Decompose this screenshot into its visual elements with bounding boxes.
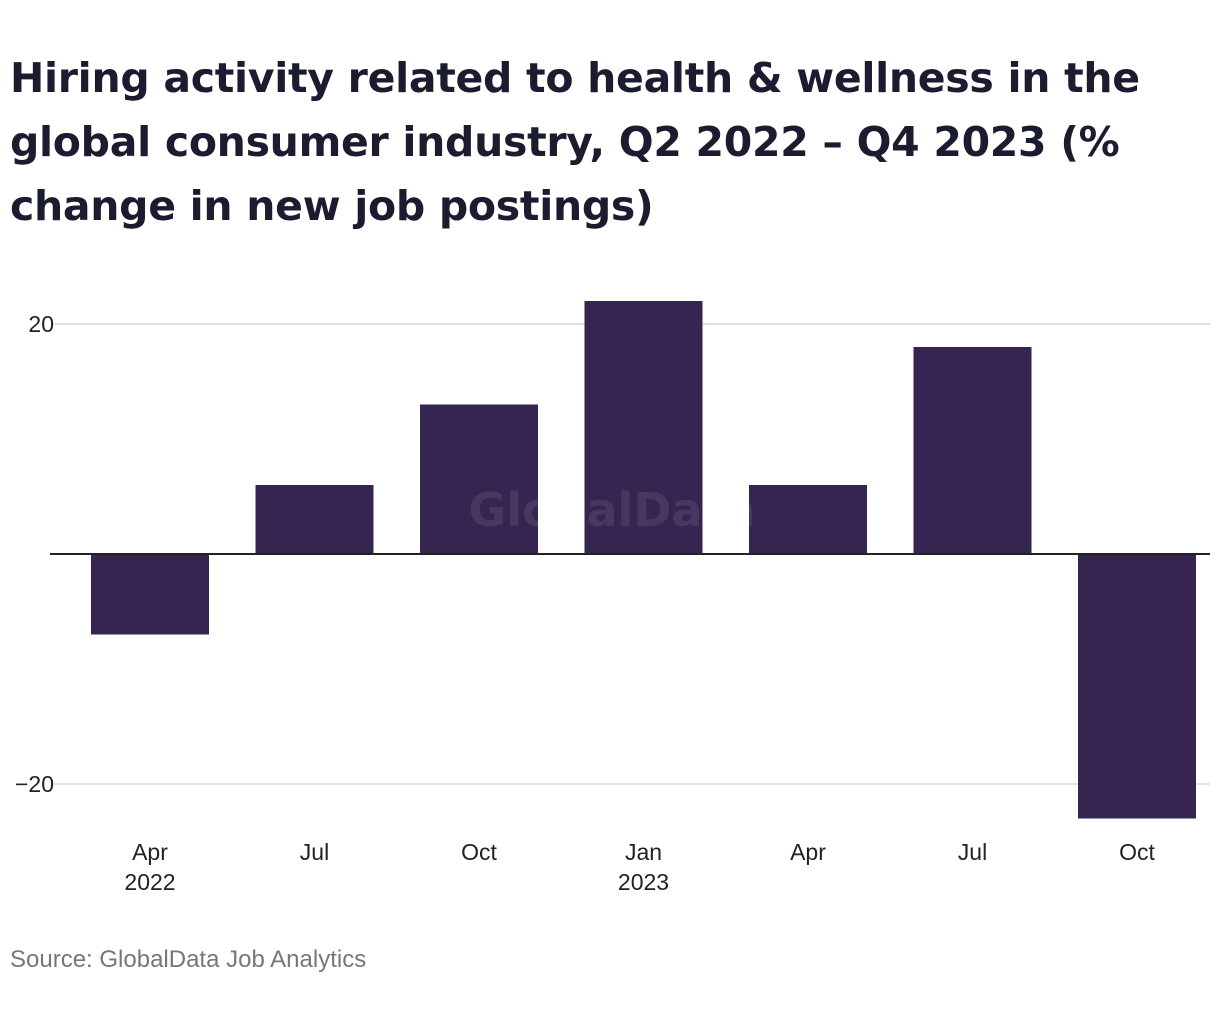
y-axis-ticks: 20 −20 <box>15 311 54 797</box>
x-tick-label: Jan 2023 <box>618 839 669 895</box>
x-tick-label: Apr 2022 <box>124 839 175 895</box>
bar <box>91 554 209 635</box>
bar <box>1078 554 1196 819</box>
y-tick-label: −20 <box>15 771 54 797</box>
source-note: Source: GlobalData Job Analytics <box>10 946 367 973</box>
x-tick-label: Jul <box>300 839 329 865</box>
x-tick-label: Jul <box>958 839 987 865</box>
x-axis-ticks: Apr 2022 Jul Oct Jan 2023 Apr Jul Oct <box>124 839 1155 895</box>
chart-title: Hiring activity related to health & well… <box>10 54 1140 230</box>
x-tick-label: Apr <box>790 839 826 865</box>
y-tick-label: 20 <box>28 311 54 337</box>
x-tick-label: Oct <box>1119 839 1155 865</box>
bar <box>420 404 538 554</box>
bars <box>91 301 1196 819</box>
bar <box>749 485 867 554</box>
x-tick-label: Oct <box>461 839 497 865</box>
bar <box>913 347 1032 554</box>
watermark: GlobalData <box>468 483 755 537</box>
bar <box>584 301 703 554</box>
bar <box>255 485 374 554</box>
